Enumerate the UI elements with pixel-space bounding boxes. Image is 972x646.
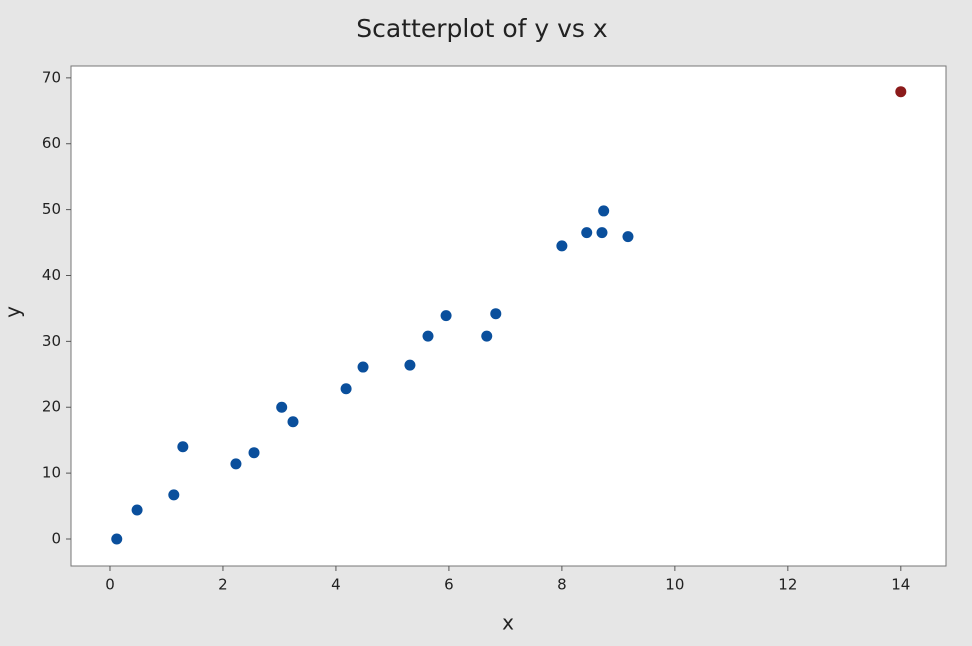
x-tick-label: 6 bbox=[444, 576, 454, 594]
y-tick-label: 40 bbox=[42, 266, 61, 284]
point bbox=[490, 308, 502, 320]
point bbox=[581, 227, 593, 239]
x-tick-label: 8 bbox=[557, 576, 567, 594]
point bbox=[895, 86, 907, 98]
point bbox=[111, 533, 123, 545]
x-tick-label: 0 bbox=[105, 576, 115, 594]
y-axis-label: y bbox=[1, 306, 25, 318]
point bbox=[598, 205, 610, 217]
point bbox=[357, 361, 369, 373]
point bbox=[248, 447, 260, 459]
y-tick-label: 20 bbox=[42, 398, 61, 416]
point bbox=[596, 227, 608, 239]
y-tick-label: 70 bbox=[42, 68, 61, 86]
point bbox=[276, 401, 288, 413]
x-tick-label: 12 bbox=[778, 576, 797, 594]
point bbox=[622, 231, 634, 243]
chart-title: Scatterplot of y vs x bbox=[356, 14, 607, 43]
point bbox=[422, 330, 434, 342]
point bbox=[404, 359, 416, 371]
point bbox=[177, 441, 189, 453]
x-axis-label: x bbox=[502, 611, 514, 635]
x-tick-label: 2 bbox=[218, 576, 228, 594]
point bbox=[230, 458, 242, 470]
y-tick-label: 60 bbox=[42, 134, 61, 152]
point bbox=[340, 383, 352, 395]
x-tick-label: 10 bbox=[665, 576, 684, 594]
plot-area bbox=[70, 65, 947, 567]
point bbox=[168, 489, 180, 501]
point bbox=[440, 310, 452, 322]
point bbox=[131, 504, 143, 516]
x-tick-label: 14 bbox=[891, 576, 910, 594]
y-tick-label: 10 bbox=[42, 464, 61, 482]
y-tick-label: 50 bbox=[42, 200, 61, 218]
point bbox=[287, 416, 299, 428]
x-tick-label: 4 bbox=[331, 576, 341, 594]
y-tick-label: 0 bbox=[51, 529, 61, 547]
point bbox=[556, 240, 568, 252]
y-tick-label: 30 bbox=[42, 332, 61, 350]
point bbox=[481, 330, 493, 342]
